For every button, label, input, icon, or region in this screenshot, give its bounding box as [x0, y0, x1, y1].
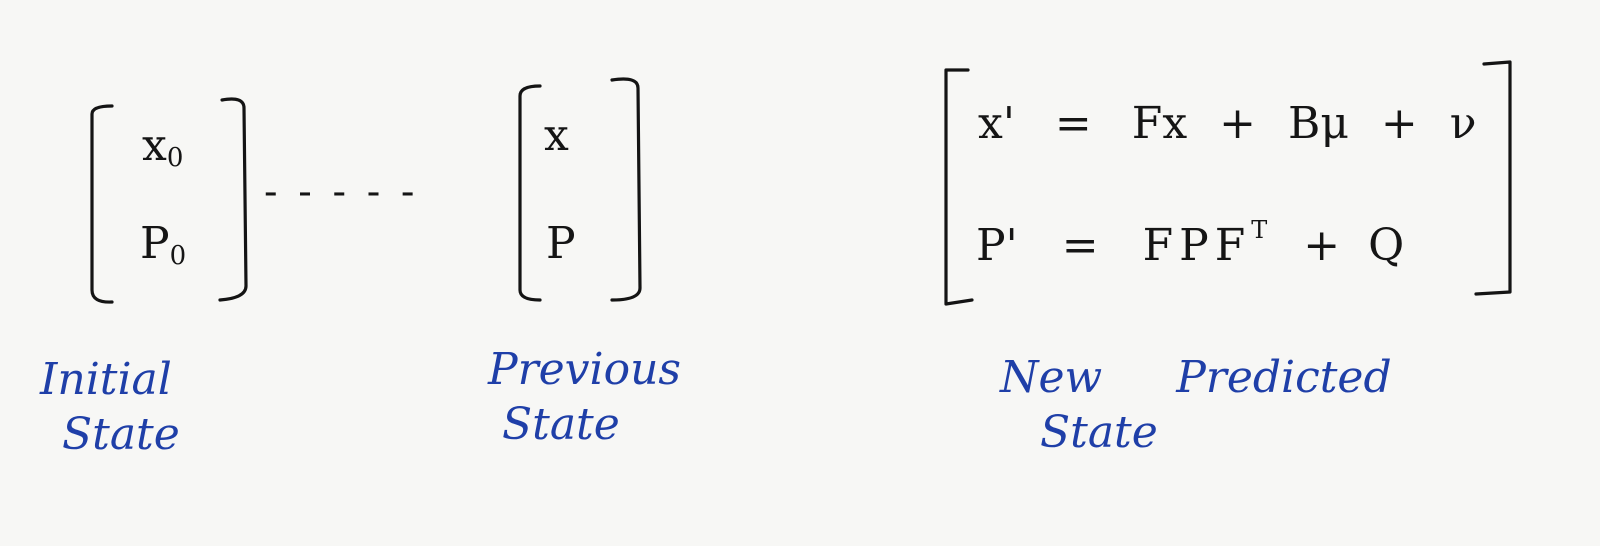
previous-caption-line2: State — [502, 399, 620, 450]
previous-state-caption: Previous State — [488, 342, 681, 452]
previous-caption-line1: Previous — [488, 344, 682, 395]
eq2-rhs-tail: + Q — [1303, 220, 1405, 271]
previous-p-entry: P — [546, 218, 576, 269]
eq2-rhs-superscript: T — [1251, 216, 1268, 244]
initial-caption-line2: State — [62, 409, 180, 460]
initial-right-bracket — [218, 97, 248, 302]
eq2-rhs-main: FPF — [1142, 220, 1252, 271]
previous-x-entry: x — [544, 110, 569, 161]
eq2-lhs: P' — [976, 220, 1018, 271]
initial-p-subscript: 0 — [169, 241, 187, 271]
eq2-equals: = — [1061, 220, 1099, 271]
eq1-rhs: Fx + Bμ + ν — [1131, 98, 1477, 149]
predicted-right-bracket — [1474, 60, 1512, 296]
predicted-left-bracket — [944, 68, 974, 306]
initial-state-caption: Initial State — [40, 352, 180, 462]
eq1-lhs: x' — [978, 98, 1015, 149]
predicted-caption-line2: State — [1040, 407, 1158, 458]
predicted-eq2: P' = FPFT + Q — [976, 218, 1404, 268]
initial-x: x — [142, 120, 167, 171]
predicted-eq1: x' = Fx + Bμ + ν — [978, 102, 1477, 146]
previous-right-bracket — [610, 77, 642, 302]
predicted-state-caption: New Predicted State — [1000, 350, 1392, 460]
dashed-connector: - - - - - — [264, 169, 419, 215]
initial-p-entry: P0 — [140, 222, 187, 271]
initial-x-entry: x0 — [142, 124, 184, 173]
eq1-equals: = — [1054, 98, 1092, 149]
initial-x-subscript: 0 — [166, 143, 184, 173]
initial-left-bracket — [90, 104, 114, 304]
previous-left-bracket — [518, 84, 542, 302]
predicted-caption-line1: New Predicted — [1000, 352, 1392, 403]
initial-caption-line1: Initial — [40, 354, 172, 405]
initial-p: P — [140, 218, 170, 269]
